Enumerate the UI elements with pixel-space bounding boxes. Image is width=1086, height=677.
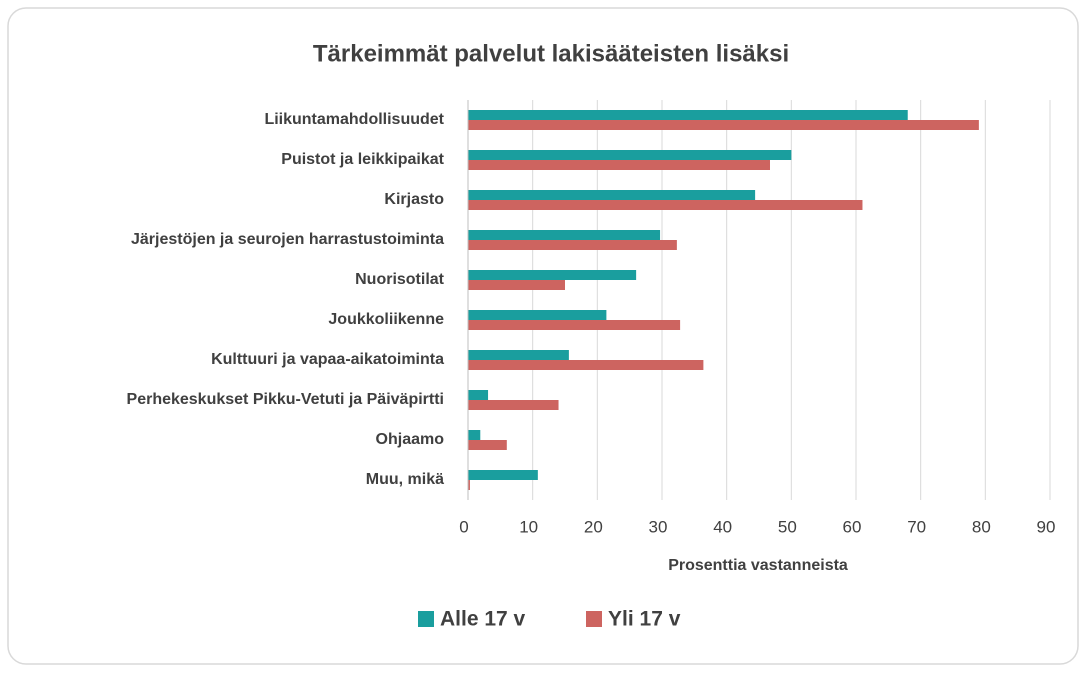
- x-tick-label: 10: [519, 517, 538, 536]
- chart-title: Tärkeimmät palvelut lakisääteisten lisäk…: [313, 40, 789, 67]
- bar: [468, 440, 507, 450]
- legend-label: Yli 17 v: [608, 608, 681, 631]
- bar: [468, 470, 538, 480]
- bar: [468, 240, 677, 250]
- bar: [468, 110, 908, 120]
- bar: [468, 310, 607, 320]
- legend-swatch: [586, 611, 602, 627]
- bar: [468, 430, 481, 440]
- bar: [468, 200, 863, 210]
- x-tick-label: 70: [907, 517, 926, 536]
- bar: [468, 280, 565, 290]
- y-tick-label: Kulttuuri ja vapaa-aikatoiminta: [211, 351, 444, 368]
- x-tick-label: 60: [843, 517, 862, 536]
- x-axis-label: Prosenttia vastanneista: [668, 557, 848, 574]
- chart-card: [7, 7, 1079, 665]
- y-tick-label: Perhekeskukset Pikku-Vetuti ja Päiväpirt…: [127, 391, 444, 408]
- x-tick-label: 40: [713, 517, 732, 536]
- bar: [468, 480, 470, 490]
- y-tick-label: Puistot ja leikkipaikat: [281, 151, 444, 168]
- y-tick-label: Kirjasto: [384, 191, 444, 208]
- bar: [468, 390, 489, 400]
- x-tick-label: 30: [649, 517, 668, 536]
- legend-swatch: [418, 611, 434, 627]
- x-tick-label: 80: [972, 517, 991, 536]
- bar: [468, 270, 637, 280]
- x-tick-label: 0: [459, 517, 468, 536]
- y-tick-label: Nuorisotilat: [355, 271, 445, 288]
- x-tick-label: 20: [584, 517, 603, 536]
- bar: [468, 400, 559, 410]
- legend-label: Alle 17 v: [440, 608, 526, 631]
- bar: [468, 360, 704, 370]
- bar: [468, 320, 681, 330]
- x-tick-label: 50: [778, 517, 797, 536]
- bar: [468, 350, 569, 360]
- y-tick-label: Liikuntamahdollisuudet: [264, 111, 444, 128]
- bar: [468, 230, 661, 240]
- y-tick-label: Joukkoliikenne: [328, 311, 444, 328]
- bar: [468, 150, 792, 160]
- y-tick-label: Ohjaamo: [376, 431, 445, 448]
- x-tick-label: 90: [1037, 517, 1056, 536]
- bar: [468, 190, 756, 200]
- y-tick-label: Järjestöjen ja seurojen harrastustoimint…: [131, 231, 444, 248]
- bar: [468, 120, 979, 130]
- bar: [468, 160, 770, 170]
- y-tick-label: Muu, mikä: [366, 471, 444, 488]
